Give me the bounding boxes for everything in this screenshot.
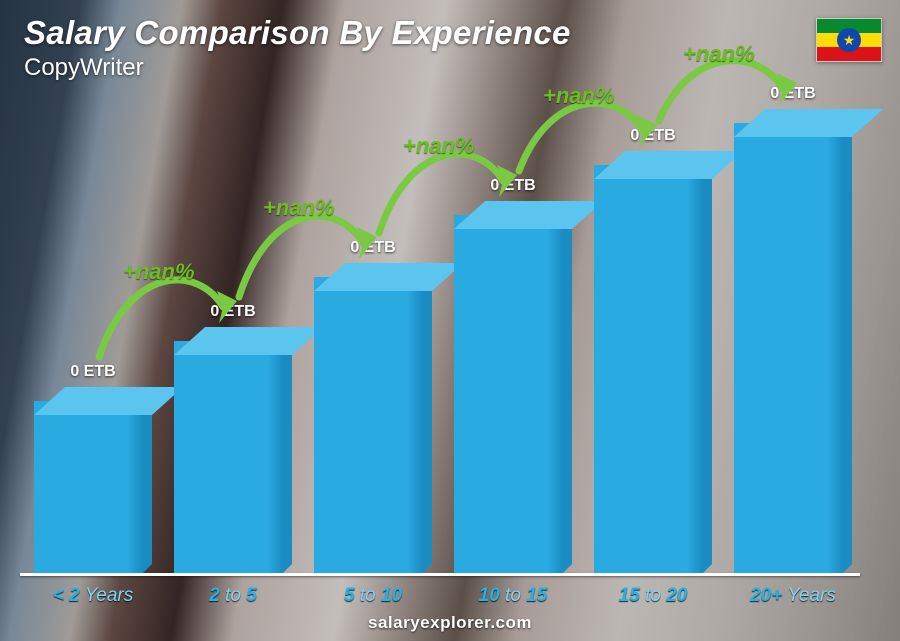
bar-xlabel: 5 to 10 (303, 585, 443, 607)
bar-value: 0 ETB (490, 177, 535, 195)
bar-xlabel: 10 to 15 (443, 585, 583, 607)
delta-label: +nan% (403, 133, 475, 159)
title-block: Salary Comparison By Experience CopyWrit… (24, 14, 571, 82)
bar-value: 0 ETB (630, 127, 675, 145)
delta-label: +nan% (123, 259, 195, 285)
bar-value: 0 ETB (770, 85, 815, 103)
chart-canvas: Salary Comparison By Experience CopyWrit… (0, 0, 900, 641)
country-flag: ★ (816, 18, 882, 62)
delta-label: +nan% (263, 195, 335, 221)
bar: 0 ETB2 to 5 (174, 341, 292, 573)
delta-label: +nan% (683, 41, 755, 67)
bar: 0 ETB10 to 15 (454, 215, 572, 573)
bar-xlabel: 20+ Years (723, 585, 863, 607)
bar: 0 ETB20+ Years (734, 123, 852, 573)
bar-xlabel: < 2 Years (23, 585, 163, 607)
bar-xlabel: 2 to 5 (163, 585, 303, 607)
bar-value: 0 ETB (70, 363, 115, 381)
bar-value: 0 ETB (350, 239, 395, 257)
baseline (20, 573, 860, 576)
bar: 0 ETB< 2 Years (34, 401, 152, 573)
bar: 0 ETB5 to 10 (314, 277, 432, 573)
bar-xlabel: 15 to 20 (583, 585, 723, 607)
chart-subtitle: CopyWriter (24, 54, 571, 82)
chart-title: Salary Comparison By Experience (24, 14, 571, 52)
bar: 0 ETB15 to 20 (594, 165, 712, 573)
flag-emblem: ★ (837, 28, 861, 52)
star-icon: ★ (843, 33, 856, 47)
bar-value: 0 ETB (210, 303, 255, 321)
delta-label: +nan% (543, 83, 615, 109)
watermark: salaryexplorer.com (368, 613, 532, 633)
